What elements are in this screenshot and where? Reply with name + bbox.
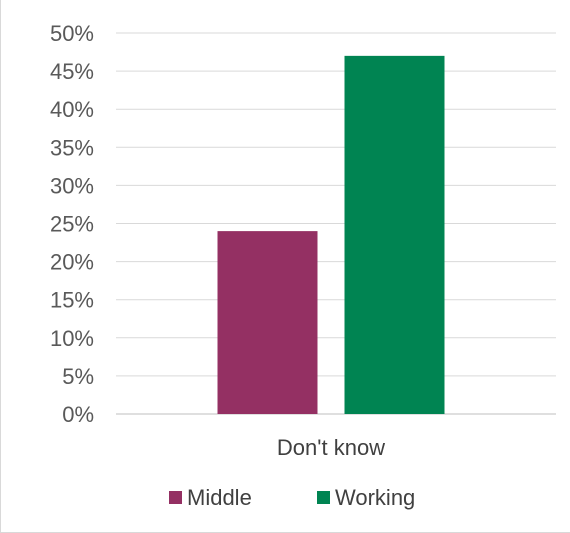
legend-label-working: Working — [335, 485, 415, 510]
y-tick-label: 10% — [50, 326, 94, 351]
legend: Middle Working — [169, 485, 415, 510]
y-axis-tick-labels: 0% 5% 10% 15% 20% 25% 30% 35% 40% 45% 50% — [50, 21, 94, 427]
bars — [217, 55, 445, 415]
y-tick-label: 20% — [50, 250, 94, 275]
y-tick-label: 5% — [62, 364, 94, 389]
y-tick-label: 25% — [50, 212, 94, 237]
x-category-label: Don't know — [277, 435, 385, 460]
bar-working — [344, 55, 445, 415]
x-axis: Don't know — [277, 435, 385, 460]
y-tick-label: 0% — [62, 402, 94, 427]
y-tick-label: 15% — [50, 288, 94, 313]
y-tick-label: 35% — [50, 135, 94, 160]
y-tick-label: 45% — [50, 59, 94, 84]
legend-swatch-working — [317, 491, 330, 504]
legend-swatch-middle — [169, 491, 182, 504]
bar-middle — [217, 231, 318, 414]
y-tick-label: 40% — [50, 97, 94, 122]
y-tick-label: 30% — [50, 173, 94, 198]
y-tick-label: 50% — [50, 21, 94, 46]
legend-label-middle: Middle — [187, 485, 252, 510]
gridlines — [116, 32, 556, 415]
